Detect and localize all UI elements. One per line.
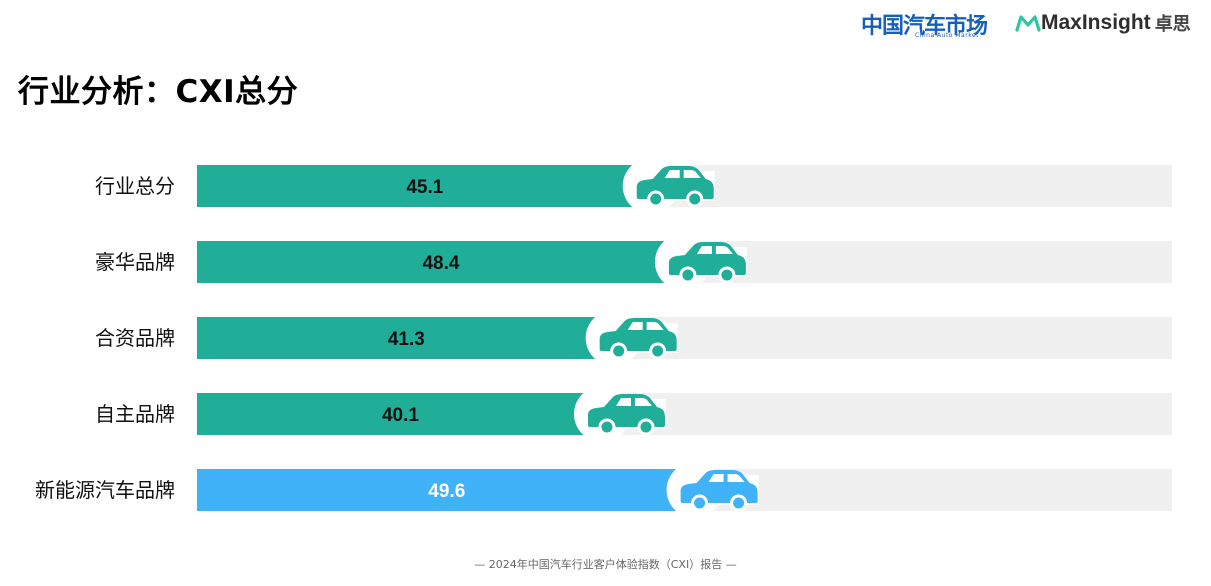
logo-cam-subtitle: China Auto Market [915, 32, 980, 39]
car-window [615, 398, 631, 406]
car-window [646, 322, 664, 330]
car-window [627, 322, 643, 330]
bar-row: 行业总分 45.1 [95, 158, 1172, 214]
china-auto-market-logo: 中国汽车市场 China Auto Market [861, 8, 995, 40]
bar-row: 新能源汽车品牌 49.6 [35, 462, 1172, 518]
car-wheel [649, 342, 667, 360]
data-label: 45.1 [406, 177, 443, 198]
car-window [708, 474, 724, 482]
car-wheel [686, 190, 704, 208]
car-icon [573, 386, 666, 442]
car-window [664, 170, 680, 178]
bar-row: 合资品牌 41.3 [95, 310, 1172, 366]
car-window [683, 170, 701, 178]
data-label: 48.4 [422, 253, 459, 274]
bar [197, 317, 600, 359]
bar-row: 豪华品牌 48.4 [95, 234, 1172, 290]
maxinsight-mark-icon [1015, 15, 1041, 32]
logo-maxinsight-zh: 卓思 [1154, 14, 1191, 35]
report-footer: — 2024年中国汽车行业客户体验指数（CXI）报告 — [474, 558, 737, 571]
car-icon [622, 158, 715, 214]
category-label: 合资品牌 [95, 326, 175, 350]
car-wheel [679, 266, 697, 284]
car-wheel [598, 418, 616, 436]
category-label: 豪华品牌 [95, 250, 175, 274]
page-title: 行业分析：CXI总分 [18, 74, 299, 110]
car-icon [666, 462, 759, 518]
car-window [715, 246, 733, 254]
category-label: 行业总分 [95, 174, 175, 198]
bar-row: 自主品牌 40.1 [95, 386, 1172, 442]
car-wheel [691, 494, 709, 512]
car-icon [585, 310, 678, 366]
data-label: 40.1 [382, 405, 419, 426]
car-window [696, 246, 712, 254]
car-wheel [647, 190, 665, 208]
logo-cam-name: 中国汽车市场 [861, 14, 988, 39]
data-label: 41.3 [388, 329, 425, 350]
category-label: 新能源汽车品牌 [35, 478, 175, 502]
bar [197, 165, 637, 207]
car-wheel [637, 418, 655, 436]
bar [197, 241, 669, 283]
car-window [634, 398, 652, 406]
car-wheel [610, 342, 628, 360]
car-wheel [730, 494, 748, 512]
bar [197, 469, 681, 511]
car-window [727, 474, 745, 482]
car-wheel [718, 266, 736, 284]
logo-maxinsight-name: MaxInsight [1041, 11, 1151, 34]
maxinsight-logo: MaxInsight 卓思 [1015, 10, 1201, 38]
bar [197, 393, 588, 435]
category-label: 自主品牌 [95, 402, 175, 426]
car-icon [654, 234, 747, 290]
data-label: 49.6 [428, 481, 465, 502]
